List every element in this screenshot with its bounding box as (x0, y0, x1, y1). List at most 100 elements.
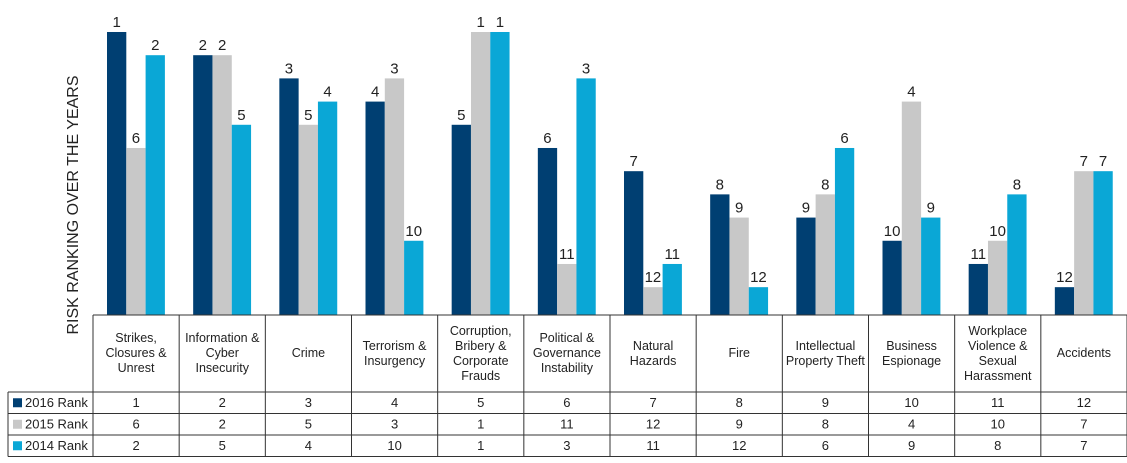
bar (662, 263, 682, 315)
x-tick-label: Political & Governance Instability (532, 331, 601, 375)
table-cell: 10 (991, 417, 1005, 432)
legend-label: 2014 Rank (25, 438, 88, 453)
table-cell: 1 (477, 438, 484, 453)
category-cell: Business Espionage (882, 338, 942, 368)
bar (384, 78, 405, 316)
data-label: 1 (112, 14, 120, 31)
bar (1054, 287, 1075, 315)
legend-label: 2015 Rank (25, 417, 88, 432)
table-cell: 3 (391, 417, 398, 432)
data-label: 5 (304, 107, 312, 124)
data-label: 7 (1099, 153, 1107, 170)
table-cell: 5 (305, 417, 312, 432)
data-label: 1 (496, 14, 504, 31)
bar (279, 78, 299, 316)
legend-label: 2016 Rank (25, 395, 88, 410)
x-tick-label: Business Espionage (882, 338, 942, 368)
bar (624, 171, 644, 315)
table-cell: 4 (305, 438, 312, 453)
x-tick-label: Natural Hazards (629, 338, 677, 368)
data-label: 4 (323, 84, 331, 101)
x-tick-label: Fire (728, 346, 750, 360)
table-cell: 1 (477, 417, 484, 432)
data-label: 1 (476, 14, 484, 31)
bar (796, 217, 816, 315)
x-tick-label: Terrorism & Insurgency (362, 338, 427, 368)
table-cell: 12 (646, 417, 660, 432)
table-cell: 9 (736, 417, 743, 432)
bar (1093, 171, 1113, 315)
x-tick-label: Workplace Violence & Sexual Harassment (964, 323, 1032, 383)
bar (576, 78, 596, 316)
table-cell: 7 (1080, 417, 1087, 432)
category-cell: Strikes, Closures & Unrest (106, 331, 167, 375)
table-cell: 9 (822, 395, 829, 410)
data-label: 3 (285, 60, 293, 77)
data-label: 2 (218, 37, 226, 54)
bar (212, 55, 232, 315)
table-cell: 6 (132, 417, 139, 432)
table-cell: 12 (1077, 395, 1091, 410)
data-label: 2 (199, 37, 207, 54)
data-label: 8 (821, 176, 829, 193)
data-label: 11 (971, 246, 987, 263)
table-cell: 10 (387, 438, 401, 453)
bar (901, 101, 922, 315)
bar (451, 124, 471, 315)
data-label: 6 (840, 130, 848, 147)
table-cell: 1 (132, 395, 139, 410)
data-label: 2 (151, 37, 159, 54)
bar (729, 217, 749, 315)
bar (987, 240, 1008, 315)
bar (748, 287, 769, 315)
table-cell: 11 (991, 395, 1005, 410)
data-label: 5 (237, 107, 245, 124)
data-label: 10 (989, 223, 1006, 240)
table-cell: 3 (305, 395, 312, 410)
bar (557, 263, 577, 315)
data-label: 12 (645, 269, 662, 286)
data-label: 3 (390, 60, 398, 77)
bar (404, 240, 424, 315)
bar (921, 217, 941, 315)
x-tick-label: Corruption, Bribery & Corporate Frauds (449, 323, 512, 383)
bar (193, 55, 213, 315)
category-cell: Workplace Violence & Sexual Harassment (964, 323, 1032, 383)
table-cell: 11 (560, 417, 574, 432)
table-cell: 8 (822, 417, 829, 432)
data-label: 8 (716, 176, 724, 193)
data-label: 6 (543, 130, 551, 147)
table-cell: 9 (908, 438, 915, 453)
category-cell: Intellectual Property Theft (786, 339, 865, 368)
bar (317, 101, 338, 315)
table-cell: 8 (736, 395, 743, 410)
category-cell: Natural Hazards (629, 338, 677, 368)
data-label: 9 (735, 200, 743, 217)
bar (968, 263, 988, 315)
bar (107, 31, 127, 315)
table-cell: 2 (132, 438, 139, 453)
data-label: 7 (629, 153, 637, 170)
table-cell: 10 (904, 395, 918, 410)
bar (1007, 194, 1027, 315)
table-cell: 5 (219, 438, 226, 453)
bar (1074, 171, 1094, 315)
data-label: 9 (802, 200, 810, 217)
legend-swatch (13, 419, 22, 429)
table-cell: 8 (994, 438, 1001, 453)
table-cell: 2 (219, 395, 226, 410)
x-tick-label: Crime (291, 346, 326, 360)
table-cell: 2 (219, 417, 226, 432)
bar (834, 147, 855, 315)
bar (145, 55, 165, 315)
table-cell: 6 (563, 395, 570, 410)
data-label: 5 (457, 107, 465, 124)
table-cell: 12 (732, 438, 746, 453)
x-tick-label: Accidents (1056, 346, 1111, 360)
bar (882, 240, 902, 315)
data-label: 11 (559, 246, 575, 263)
table-cell: 7 (649, 395, 656, 410)
bar (490, 31, 510, 315)
legend-swatch (13, 398, 22, 408)
